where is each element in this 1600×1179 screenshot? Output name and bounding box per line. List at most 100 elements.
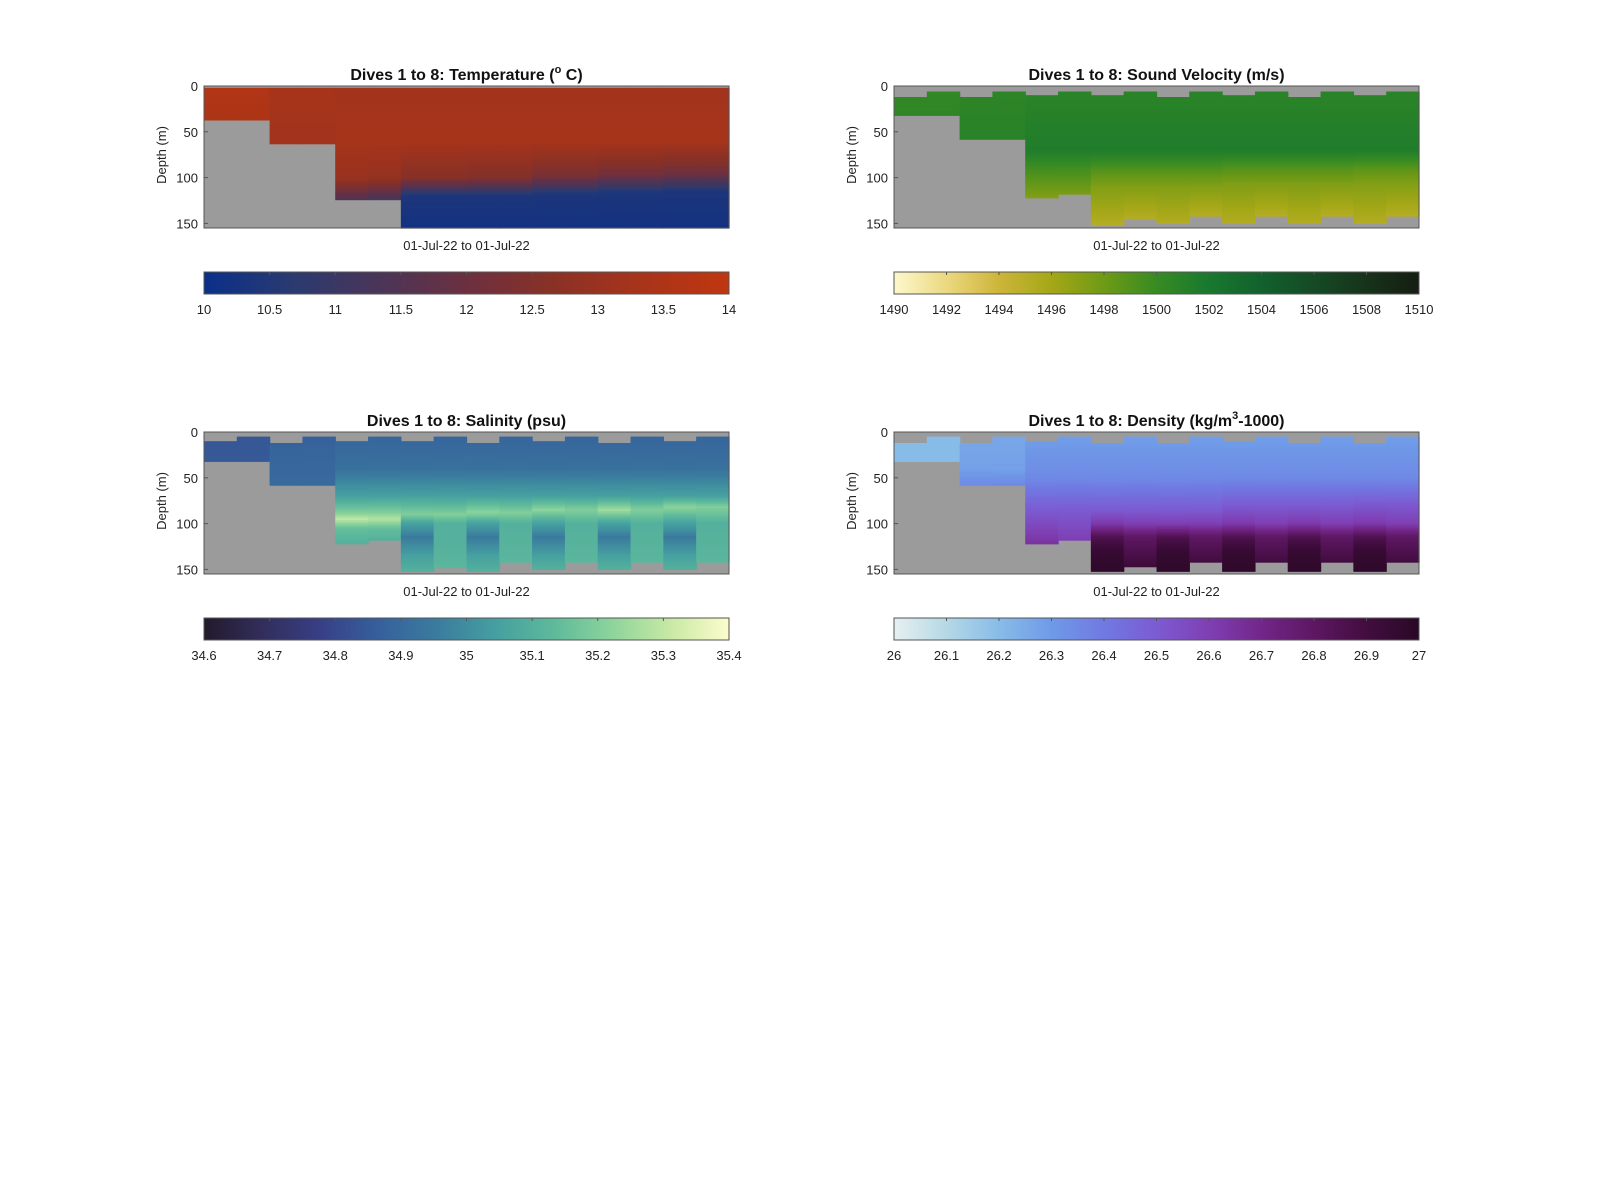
- heatmap-cell: [959, 104, 994, 107]
- heatmap-cell: [597, 217, 632, 221]
- heatmap-cell: [1058, 469, 1092, 472]
- heatmap-cell: [368, 451, 402, 454]
- heatmap-cell: [1287, 113, 1322, 116]
- heatmap-cell: [400, 442, 435, 446]
- heatmap-cell: [894, 100, 928, 104]
- heatmap-cell: [1353, 481, 1387, 484]
- heatmap-cell: [466, 96, 500, 100]
- heatmap-cell: [433, 460, 468, 463]
- heatmap-cell: [335, 450, 369, 453]
- heatmap-cell: [499, 528, 533, 531]
- heatmap-cell: [1189, 201, 1223, 204]
- heatmap-cell: [1386, 497, 1420, 500]
- heatmap-cell: [1254, 476, 1289, 480]
- heatmap-cell: [1025, 536, 1059, 539]
- heatmap-cell: [368, 140, 402, 144]
- heatmap-cell: [1386, 190, 1420, 193]
- heatmap-cell: [1222, 523, 1256, 527]
- heatmap-cell: [368, 445, 402, 449]
- profile-column: [992, 436, 1026, 486]
- heatmap-cell: [433, 548, 468, 551]
- heatmap-cell: [1090, 221, 1125, 225]
- heatmap-cell: [696, 128, 730, 131]
- heatmap-cell: [630, 548, 664, 551]
- heatmap-cell: [1287, 464, 1322, 468]
- heatmap-cell: [368, 480, 402, 483]
- profile-column: [269, 87, 304, 145]
- heatmap-cell: [1353, 446, 1387, 450]
- heatmap-cell: [597, 203, 632, 206]
- heatmap-cell: [959, 452, 994, 455]
- heatmap-cell: [1320, 517, 1354, 520]
- heatmap-cell: [1353, 203, 1387, 206]
- heatmap-cell: [630, 533, 664, 537]
- heatmap-cell: [663, 552, 697, 556]
- heatmap-cell: [597, 556, 632, 560]
- heatmap-cell: [1222, 459, 1256, 462]
- heatmap-cell: [236, 104, 271, 107]
- heatmap-cell: [564, 188, 599, 192]
- heatmap-cell: [269, 128, 304, 131]
- heatmap-cell: [1156, 151, 1190, 155]
- heatmap-cell: [1090, 457, 1125, 461]
- heatmap-cell: [959, 472, 994, 475]
- heatmap-cell: [433, 201, 468, 204]
- heatmap-cell: [1025, 453, 1059, 457]
- heatmap-cell: [1123, 489, 1158, 493]
- heatmap-cell: [466, 536, 500, 539]
- heatmap-cell: [1287, 514, 1322, 517]
- profile-column: [1156, 96, 1190, 225]
- heatmap-cell: [400, 166, 435, 170]
- heatmap-cell: [663, 124, 697, 127]
- colorbar-tick-label: 34.9: [388, 648, 413, 663]
- heatmap-cell: [466, 181, 500, 184]
- heatmap-cell: [335, 483, 369, 486]
- profile-column: [630, 436, 664, 563]
- heatmap-cell: [368, 462, 402, 465]
- heatmap-cell: [696, 526, 730, 529]
- heatmap-cell: [1090, 140, 1125, 144]
- heatmap-cell: [1353, 214, 1387, 217]
- heatmap-cell: [1156, 452, 1190, 455]
- heatmap-cell: [400, 452, 435, 455]
- heatmap-cell: [1189, 162, 1223, 166]
- heatmap-cell: [1254, 557, 1289, 560]
- heatmap-cell: [400, 483, 435, 486]
- heatmap-cell: [1189, 473, 1223, 476]
- heatmap-cell: [630, 539, 664, 542]
- heatmap-cell: [597, 505, 632, 508]
- heatmap-cell: [696, 509, 730, 513]
- heatmap-cell: [564, 214, 599, 217]
- heatmap-cell: [1090, 534, 1125, 538]
- heatmap-cell: [630, 475, 664, 478]
- heatmap-cell: [696, 131, 730, 135]
- heatmap-cell: [926, 451, 961, 454]
- heatmap-cell: [992, 128, 1026, 131]
- heatmap-cell: [630, 498, 664, 502]
- heatmap-cell: [1287, 144, 1322, 148]
- heatmap-cell: [663, 96, 697, 100]
- heatmap-cell: [466, 137, 500, 140]
- heatmap-cell: [696, 533, 730, 537]
- heatmap-cell: [597, 146, 632, 149]
- heatmap-cell: [1058, 104, 1092, 107]
- heatmap-cell: [1287, 129, 1322, 133]
- heatmap-cell: [400, 448, 435, 451]
- heatmap-cell: [400, 96, 435, 100]
- heatmap-cell: [532, 175, 566, 179]
- heatmap-cell: [696, 153, 730, 157]
- heatmap-cell: [992, 451, 1026, 454]
- heatmap-cell: [564, 179, 599, 182]
- heatmap-cell: [1287, 457, 1322, 461]
- heatmap-cell: [1287, 98, 1322, 102]
- heatmap-cell: [663, 137, 697, 140]
- heatmap-cell: [499, 93, 533, 96]
- heatmap-cell: [499, 451, 533, 454]
- heatmap-cell: [1058, 120, 1092, 124]
- heatmap-cell: [335, 146, 369, 149]
- heatmap-cell: [400, 512, 435, 516]
- heatmap-cell: [433, 216, 468, 219]
- heatmap-cell: [335, 87, 369, 91]
- heatmap-cell: [630, 486, 664, 489]
- heatmap-cell: [1353, 115, 1387, 118]
